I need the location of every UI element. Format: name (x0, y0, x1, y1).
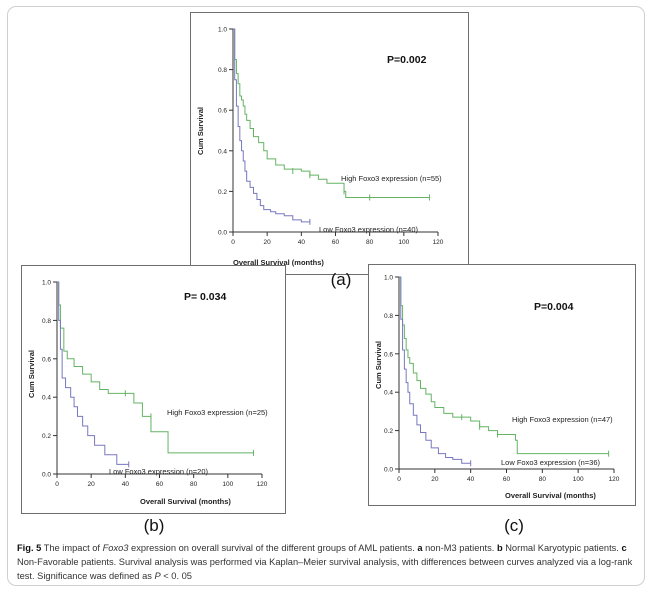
x-tick-label: 100 (398, 239, 409, 246)
panel-b-box: 0.0 0.2 0.4 0.6 0.8 1.0 0 20 40 60 80 100 120 Overall… (21, 265, 286, 514)
y-tick-label: 0.8 (42, 318, 51, 325)
x-tick-label: 20 (264, 239, 272, 246)
panel-a-label: (a) (330, 270, 352, 289)
y-axis-label: Cum Survival (374, 341, 383, 389)
low-foxo3-curve (233, 28, 310, 223)
x-tick-label: 100 (222, 481, 233, 488)
panel-c-label: (c) (504, 516, 524, 535)
x-tick-label: 60 (332, 239, 340, 246)
y-tick-label: 0.8 (218, 67, 227, 74)
y-tick-label: 0.0 (218, 230, 227, 237)
caption-b-text: Normal Karyotypic patients. (502, 543, 622, 553)
y-tick-label: 1.0 (42, 280, 51, 287)
low-series-label: Low Foxo3 expression (n=40) (319, 225, 419, 234)
panel-b-label: (b) (143, 516, 165, 535)
x-tick-label: 100 (573, 476, 584, 483)
x-tick-label: 80 (539, 476, 547, 483)
caption-c-letter: c (621, 543, 627, 553)
x-tick-label: 20 (88, 481, 96, 488)
x-tick-label: 0 (231, 239, 235, 246)
y-tick-label: 0.0 (42, 472, 51, 479)
caption-c-text: Non-Favorable patients. Survival analysi… (17, 557, 633, 581)
x-tick-label: 120 (609, 476, 620, 483)
low-series-label: Low Foxo3 expression (n=20) (109, 467, 209, 476)
caption-text-2: expression on overall survival of the di… (128, 543, 418, 553)
caption-p-symbol: P (154, 571, 161, 581)
high-series-label: High Foxo3 expression (n=55) (341, 174, 442, 183)
high-foxo3-curve (233, 28, 430, 198)
panel-b-chart: 0.0 0.2 0.4 0.6 0.8 1.0 0 20 40 60 80 100 120 Overall… (27, 280, 268, 507)
y-tick-label: 0.4 (218, 148, 227, 155)
y-tick-label: 0.8 (384, 313, 393, 320)
y-tick-label: 1.0 (384, 275, 393, 282)
y-tick-label: 0.4 (384, 390, 393, 397)
panel-a-chart: 0.0 0.2 0.4 0.6 0.8 1.0 0 20 40 60 80 100 120 Overall… (196, 27, 444, 268)
high-series-label: High Foxo3 expression (n=47) (512, 415, 613, 424)
figure-label: Fig. 5 (17, 543, 42, 553)
y-tick-label: 1.0 (218, 27, 227, 34)
x-tick-label: 40 (467, 476, 475, 483)
x-tick-label: 0 (55, 481, 59, 488)
y-tick-label: 0.4 (42, 395, 51, 402)
low-foxo3-curve (57, 281, 129, 465)
y-tick-label: 0.6 (218, 108, 227, 115)
x-tick-label: 40 (122, 481, 130, 488)
x-tick-label: 120 (257, 481, 268, 488)
y-tick-label: 0.6 (384, 351, 393, 358)
x-axis-label: Overall Survival (months) (140, 497, 231, 506)
panel-a-box: 0.0 0.2 0.4 0.6 0.8 1.0 0 20 40 60 80 100 120 Overall… (190, 12, 469, 275)
x-tick-label: 80 (190, 481, 198, 488)
panel-c-box: 0.0 0.2 0.4 0.6 0.8 1.0 0 20 40 60 80 100 120 Overall… (368, 264, 636, 506)
caption-b-letter: b (496, 543, 503, 553)
x-tick-label: 0 (397, 476, 401, 483)
x-axis-label: Overall Survival (months) (233, 258, 324, 267)
y-axis-label: Cum Survival (27, 350, 36, 398)
y-tick-label: 0.2 (218, 189, 227, 196)
high-foxo3-curve (399, 276, 609, 455)
high-foxo3-curve (57, 281, 254, 454)
y-tick-label: 0.2 (384, 428, 393, 435)
figure-caption: Fig. 5 The impact of Foxo3 expression on… (17, 541, 635, 583)
caption-p-text: < 0. 05 (160, 571, 192, 581)
low-foxo3-curve (399, 276, 471, 464)
x-tick-label: 80 (366, 239, 374, 246)
panel-c-chart: 0.0 0.2 0.4 0.6 0.8 1.0 0 20 40 60 80 100 120 Overall… (374, 275, 620, 501)
x-tick-label: 20 (431, 476, 439, 483)
x-tick-label: 120 (433, 239, 444, 246)
high-series-label: High Foxo3 expression (n=25) (167, 408, 268, 417)
p-value-label: P= 0.034 (184, 291, 226, 303)
low-series-label: Low Foxo3 expression (n=36) (501, 458, 601, 467)
y-tick-label: 0.2 (42, 433, 51, 440)
y-tick-label: 0.6 (42, 356, 51, 363)
x-tick-label: 40 (298, 239, 306, 246)
y-axis-label: Cum Survival (196, 107, 205, 155)
x-tick-label: 60 (503, 476, 511, 483)
x-tick-label: 60 (156, 481, 164, 488)
caption-a-letter: a (417, 543, 423, 553)
caption-text-1: The impact of (41, 543, 103, 553)
caption-gene: Foxo3 (102, 543, 129, 553)
p-value-label: P=0.004 (534, 301, 574, 313)
y-tick-label: 0.0 (384, 467, 393, 474)
x-axis-label: Overall Survival (months) (505, 491, 596, 500)
p-value-label: P=0.002 (387, 54, 427, 66)
caption-a-text: non-M3 patients. (422, 543, 497, 553)
